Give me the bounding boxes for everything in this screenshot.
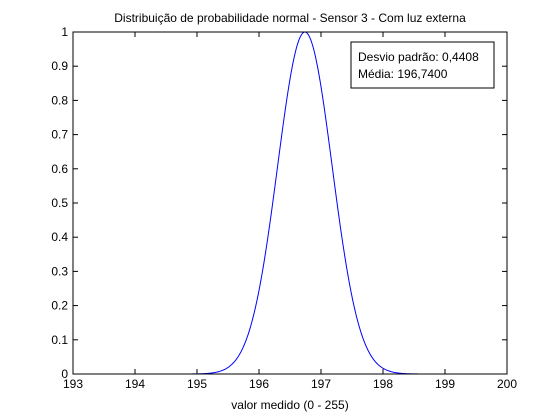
annotation-std: Desvio padrão: 0,4408 (358, 50, 479, 64)
x-tick-label: 200 (497, 377, 517, 391)
x-axis-label: valor medido (0 - 255) (231, 398, 348, 412)
y-tick-label: 0.4 (51, 230, 68, 244)
x-tick-label: 195 (187, 377, 207, 391)
y-tick-label: 0.5 (51, 196, 68, 210)
x-tick-label: 194 (125, 377, 145, 391)
x-tick-label: 199 (435, 377, 455, 391)
y-tick-label: 0.3 (51, 264, 68, 278)
x-tick-label: 197 (311, 377, 331, 391)
chart-title: Distribuição de probabilidade normal - S… (114, 11, 466, 25)
annotation-frame (350, 41, 495, 89)
annotation-box: Desvio padrão: 0,4408 Média: 196,7400 (350, 41, 495, 89)
annotation-mean: Média: 196,7400 (358, 67, 448, 81)
y-tick-label: 1 (61, 25, 68, 39)
plot-area (73, 32, 507, 374)
x-tick-label: 196 (249, 377, 269, 391)
plot-frame (72, 31, 508, 375)
y-tick-label: 0.2 (51, 299, 68, 313)
y-tick-label: 0.8 (51, 93, 68, 107)
x-tick-label: 193 (63, 377, 83, 391)
y-tick-label: 0 (61, 367, 68, 381)
ticks-layer: 193 194 195 196 197 198 199 200 0 0.1 0.2 0.3 0.4 0.5… (51, 25, 517, 391)
y-tick-label: 0.9 (51, 59, 68, 73)
x-tick-label: 198 (373, 377, 393, 391)
y-tick-label: 0.1 (51, 333, 68, 347)
y-tick-label: 0.7 (51, 128, 68, 142)
y-tick-label: 0.6 (51, 162, 68, 176)
